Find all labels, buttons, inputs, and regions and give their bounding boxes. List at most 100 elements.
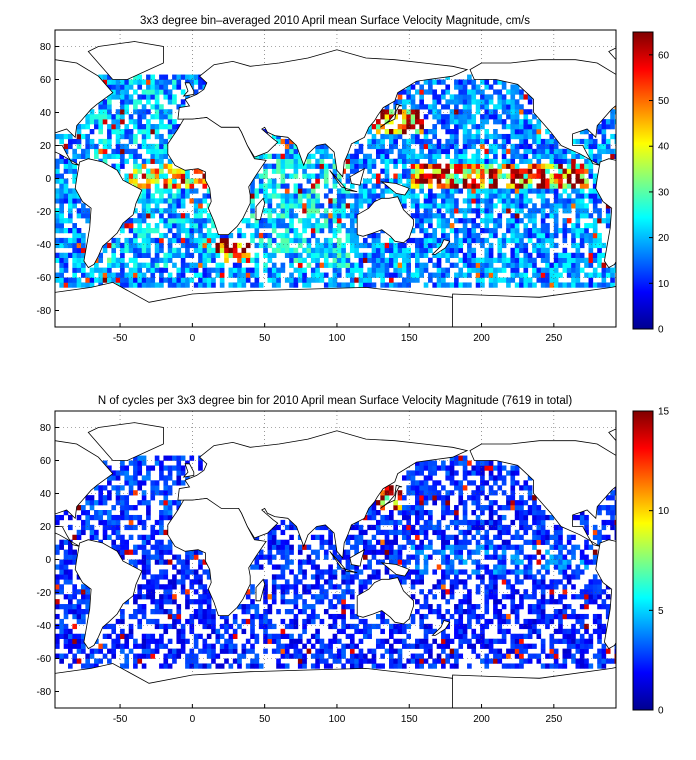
velocity-data-cell bbox=[402, 267, 407, 273]
velocity-data-cell bbox=[293, 252, 299, 258]
velocity-data-cell bbox=[367, 277, 372, 283]
velocity-data-cell bbox=[458, 267, 464, 273]
cycles-data-cell bbox=[484, 569, 490, 575]
velocity-data-cell bbox=[289, 218, 294, 224]
velocity-data-cell bbox=[397, 124, 403, 130]
velocity-data-cell bbox=[332, 257, 338, 263]
velocity-data-cell bbox=[540, 168, 546, 174]
velocity-data-cell bbox=[55, 188, 60, 194]
velocity-data-cell bbox=[328, 228, 333, 234]
velocity-data-cell bbox=[263, 183, 268, 189]
velocity-data-cell bbox=[332, 282, 338, 288]
cycles-data-cell bbox=[527, 569, 533, 575]
cycles-data-cell bbox=[432, 480, 438, 486]
velocity-data-cell bbox=[540, 163, 546, 169]
cycles-data-cell bbox=[345, 569, 351, 575]
velocity-data-cell bbox=[519, 247, 524, 254]
velocity-data-cell bbox=[588, 143, 594, 150]
cycles-data-cell bbox=[441, 658, 446, 664]
velocity-data-cell bbox=[575, 153, 581, 159]
velocity-data-cell bbox=[315, 247, 320, 254]
velocity-coastline bbox=[608, 47, 616, 61]
velocity-data-cell bbox=[232, 267, 238, 273]
velocity-data-cell bbox=[588, 138, 594, 145]
cycles-data-cell bbox=[488, 658, 494, 664]
velocity-data-cell bbox=[584, 138, 589, 145]
cycles-data-cell bbox=[167, 455, 173, 461]
velocity-data-cell bbox=[532, 242, 537, 249]
velocity-data-cell bbox=[59, 228, 64, 234]
velocity-data-cell bbox=[297, 188, 303, 194]
velocity-data-cell bbox=[154, 242, 160, 249]
velocity-data-cell bbox=[215, 252, 221, 258]
velocity-data-cell bbox=[323, 237, 329, 244]
velocity-data-cell bbox=[206, 272, 212, 278]
cycles-data-cell bbox=[406, 524, 411, 531]
cycles-data-cell bbox=[120, 544, 125, 550]
velocity-data-cell bbox=[475, 188, 481, 194]
cycles-data-cell bbox=[415, 643, 420, 649]
velocity-data-cell bbox=[323, 247, 329, 254]
velocity-data-cell bbox=[302, 272, 307, 278]
velocity-data-cell bbox=[349, 272, 355, 278]
cycles-data-cell bbox=[384, 549, 390, 555]
cycles-data-cell bbox=[85, 500, 90, 506]
cycles-data-cell bbox=[81, 529, 86, 536]
velocity-data-cell bbox=[63, 143, 69, 150]
velocity-data-cell bbox=[523, 109, 529, 115]
velocity-data-cell bbox=[380, 168, 385, 174]
cycles-data-cell bbox=[358, 529, 364, 536]
cycles-data-cell bbox=[523, 574, 529, 580]
velocity-data-cell bbox=[306, 188, 312, 194]
velocity-data-cell bbox=[254, 173, 260, 179]
cycles-data-cell bbox=[436, 549, 442, 555]
velocity-data-cell bbox=[284, 173, 290, 179]
cycles-data-cell bbox=[315, 594, 320, 600]
velocity-data-cell bbox=[523, 232, 529, 239]
velocity-data-cell bbox=[419, 119, 424, 125]
cycles-data-cell bbox=[271, 638, 277, 644]
cycles-data-cell bbox=[523, 524, 529, 531]
velocity-data-cell bbox=[150, 262, 156, 268]
cycles-data-cell bbox=[328, 584, 333, 590]
velocity-data-cell bbox=[354, 163, 359, 169]
velocity-data-cell bbox=[480, 138, 485, 145]
velocity-data-cell bbox=[480, 277, 485, 283]
velocity-data-cell bbox=[107, 242, 112, 249]
velocity-data-cell bbox=[597, 124, 602, 130]
cycles-data-cell bbox=[115, 485, 121, 491]
cycles-data-cell bbox=[124, 475, 130, 481]
cycles-data-cell bbox=[133, 599, 138, 605]
velocity-data-cell bbox=[349, 232, 355, 239]
velocity-data-cell bbox=[362, 193, 368, 199]
cycles-data-cell bbox=[310, 549, 316, 555]
velocity-data-cell bbox=[289, 223, 294, 229]
velocity-data-cell bbox=[176, 213, 182, 219]
velocity-data-cell bbox=[284, 223, 290, 229]
cycles-data-cell bbox=[519, 643, 524, 649]
cycles-data-cell bbox=[176, 554, 182, 560]
cycles-data-cell bbox=[263, 584, 268, 590]
velocity-data-cell bbox=[493, 267, 498, 273]
cycles-data-cell bbox=[254, 554, 260, 560]
velocity-data-cell bbox=[458, 153, 464, 159]
cycles-data-cell bbox=[371, 549, 377, 555]
cycles-data-cell bbox=[180, 574, 186, 580]
cycles-data-cell bbox=[501, 574, 507, 580]
velocity-data-cell bbox=[263, 168, 268, 174]
velocity-data-cell bbox=[484, 188, 490, 194]
cycles-data-cell bbox=[167, 663, 173, 669]
velocity-data-cell bbox=[241, 282, 247, 288]
cycles-data-cell bbox=[514, 609, 520, 615]
velocity-data-cell bbox=[128, 84, 134, 90]
cycles-data-cell bbox=[428, 554, 433, 560]
velocity-data-cell bbox=[332, 163, 338, 169]
velocity-data-cell bbox=[154, 153, 160, 159]
velocity-data-cell bbox=[280, 237, 286, 244]
cycles-data-cell bbox=[462, 633, 468, 639]
velocity-data-cell bbox=[202, 178, 208, 184]
cycles-data-cell bbox=[441, 539, 446, 545]
velocity-data-cell bbox=[146, 99, 151, 105]
velocity-data-cell bbox=[501, 237, 507, 244]
velocity-data-cell bbox=[254, 232, 260, 239]
